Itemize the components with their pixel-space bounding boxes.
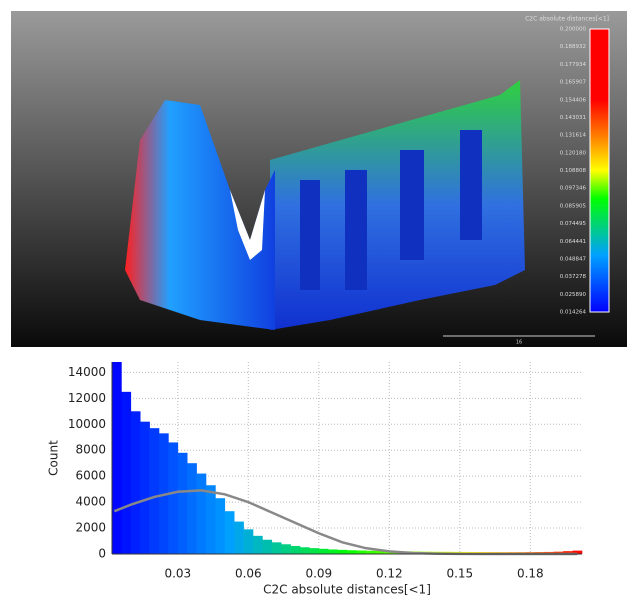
- color-scale: [589, 28, 610, 313]
- scale-label: 0.097346: [560, 186, 587, 192]
- scale-label: 0.108808: [560, 168, 587, 174]
- y-tick-label: 8000: [75, 443, 106, 457]
- scale-label: 0.037278: [560, 274, 587, 280]
- histogram-bar: [337, 549, 348, 554]
- scale-label: 0.064441: [560, 239, 586, 245]
- x-tick-label: 0.15: [446, 567, 473, 581]
- y-axis-label: Count: [47, 440, 61, 476]
- x-tick-label: 0.06: [235, 567, 262, 581]
- histogram-bar: [356, 550, 367, 554]
- y-tick-label: 4000: [75, 495, 106, 509]
- x-tick-label: 0.12: [376, 567, 403, 581]
- point-cloud-end: [125, 100, 275, 330]
- histogram-bar: [206, 485, 216, 554]
- scale-label: 0.188932: [560, 44, 586, 50]
- windows: [300, 130, 482, 290]
- scale-label: 0.143031: [560, 115, 586, 121]
- histogram-bar: [196, 473, 207, 554]
- scale-bar-label: 16: [516, 340, 522, 346]
- y-tick-label: 0: [98, 547, 106, 561]
- x-tick-label: 0.18: [517, 567, 544, 581]
- scale-label: 0.131614: [560, 133, 587, 139]
- histogram-bar: [224, 511, 235, 554]
- scale-label: 0.200000: [560, 27, 587, 33]
- x-tick-label: 0.03: [164, 567, 191, 581]
- 3d-view[interactable]: C2C absolute distances[<1] 16: [11, 11, 627, 347]
- histogram-bar: [572, 550, 583, 554]
- histogram-bar: [112, 362, 122, 554]
- scale-title: C2C absolute distances[<1]: [525, 16, 609, 23]
- y-tick-label: 2000: [75, 521, 106, 535]
- y-tick-label: 14000: [68, 365, 106, 379]
- histogram-bar: [177, 452, 188, 554]
- histogram-bar: [318, 548, 329, 554]
- histogram-bar: [149, 428, 160, 554]
- scale-label: 0.154406: [560, 97, 587, 103]
- histogram-bar: [375, 551, 385, 554]
- histogram-bar: [130, 411, 141, 554]
- histogram-bar: [281, 544, 291, 554]
- scale-label: 0.165907: [560, 80, 587, 86]
- scale-label: 0.025890: [560, 292, 587, 298]
- histogram-bar: [300, 547, 310, 554]
- histogram-bar: [121, 391, 132, 554]
- x-axis-label: C2C absolute distances[<1]: [263, 583, 431, 597]
- scale-label: 0.120180: [560, 150, 587, 156]
- histogram-bar: [168, 442, 179, 554]
- histogram-bar: [347, 550, 357, 554]
- histogram-bar: [563, 551, 573, 554]
- point-cloud-gap: [230, 190, 265, 260]
- histogram-bar: [262, 539, 273, 554]
- histogram-bar: [215, 498, 226, 554]
- scale-label: 0.177934: [560, 62, 587, 68]
- scale-label: 0.014264: [560, 310, 587, 316]
- histogram-bar: [234, 521, 244, 554]
- histogram-bar: [365, 550, 376, 554]
- x-tick-label: 0.09: [305, 567, 332, 581]
- histogram-bar: [243, 529, 254, 554]
- histogram-bar: [290, 545, 301, 554]
- histogram-bar: [271, 542, 282, 554]
- histogram-bar: [253, 535, 263, 554]
- histogram-bar: [309, 548, 320, 554]
- scale-label: 0.085905: [560, 203, 587, 209]
- y-tick-label: 12000: [68, 391, 106, 405]
- histogram: 0 2000 4000 6000 8000 10000 12000 14000 0.03 0.06…: [47, 362, 583, 597]
- histogram-bar: [187, 463, 197, 554]
- histogram-bar: [140, 421, 150, 554]
- scale-label: 0.048847: [560, 256, 587, 262]
- y-tick-label: 6000: [75, 469, 106, 483]
- y-tick-label: 10000: [68, 417, 106, 431]
- histogram-bar: [328, 549, 338, 554]
- scale-label: 0.074495: [560, 221, 587, 227]
